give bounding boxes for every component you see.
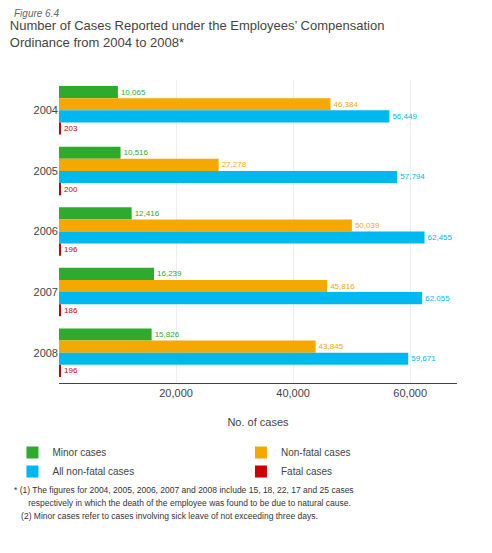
svg-text:Fatal cases: Fatal cases: [281, 466, 332, 477]
svg-text:196: 196: [64, 366, 78, 375]
svg-text:57,794: 57,794: [400, 172, 425, 181]
svg-text:27,278: 27,278: [222, 160, 247, 169]
svg-text:46,384: 46,384: [333, 100, 358, 109]
svg-text:* (1) The figures for 2004, 20: * (1) The figures for 2004, 2005, 2006, …: [14, 485, 354, 495]
svg-text:All non-fatal cases: All non-fatal cases: [52, 466, 134, 477]
svg-text:16,239: 16,239: [157, 269, 182, 278]
svg-text:2005: 2005: [34, 165, 58, 177]
svg-text:43,845: 43,845: [319, 342, 344, 351]
svg-text:2006: 2006: [34, 225, 58, 237]
svg-text:Non-fatal cases: Non-fatal cases: [281, 447, 350, 458]
svg-text:186: 186: [64, 306, 78, 315]
svg-text:Figure 6.4: Figure 6.4: [14, 8, 59, 19]
svg-text:196: 196: [64, 245, 78, 254]
svg-text:40,000: 40,000: [276, 387, 310, 399]
svg-text:(2) Minor cases refer to cases: (2) Minor cases refer to cases involving…: [14, 511, 318, 521]
svg-text:60,000: 60,000: [393, 387, 427, 399]
svg-text:2007: 2007: [34, 286, 58, 298]
svg-text:respectively in which the deat: respectively in which the death of the e…: [14, 498, 351, 508]
svg-text:62,055: 62,055: [425, 294, 450, 303]
svg-text:50,039: 50,039: [355, 221, 380, 230]
svg-text:200: 200: [64, 185, 78, 194]
svg-text:45,816: 45,816: [330, 282, 355, 291]
svg-text:20,000: 20,000: [159, 387, 193, 399]
svg-text:56,449: 56,449: [392, 112, 417, 121]
svg-text:2004: 2004: [34, 104, 58, 116]
svg-text:Number of Cases Reported under: Number of Cases Reported under the Emplo…: [10, 18, 385, 50]
svg-text:10,516: 10,516: [124, 148, 149, 157]
svg-text:15,826: 15,826: [155, 330, 180, 339]
svg-text:2008: 2008: [34, 347, 58, 359]
svg-text:No. of cases: No. of cases: [227, 416, 289, 428]
svg-text:10,065: 10,065: [121, 88, 146, 97]
svg-text:59,671: 59,671: [411, 354, 436, 363]
svg-text:12,416: 12,416: [135, 209, 160, 218]
svg-text:62,455: 62,455: [428, 233, 453, 242]
svg-text:203: 203: [64, 124, 78, 133]
svg-text:Minor cases: Minor cases: [52, 447, 106, 458]
